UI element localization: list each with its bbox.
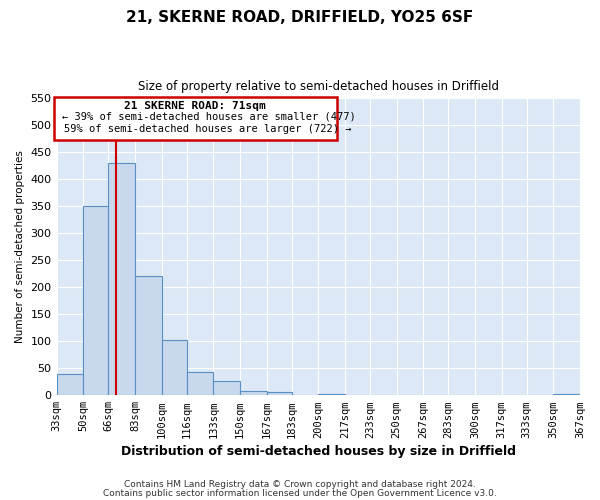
- Text: Contains HM Land Registry data © Crown copyright and database right 2024.: Contains HM Land Registry data © Crown c…: [124, 480, 476, 489]
- Bar: [266, 392, 292, 395]
- Bar: [213, 381, 240, 395]
- Text: 21, SKERNE ROAD, DRIFFIELD, YO25 6SF: 21, SKERNE ROAD, DRIFFIELD, YO25 6SF: [127, 10, 473, 25]
- Text: Contains public sector information licensed under the Open Government Licence v3: Contains public sector information licen…: [103, 488, 497, 498]
- Bar: [135, 276, 161, 395]
- Bar: [56, 374, 83, 395]
- Bar: [553, 394, 580, 395]
- Text: ← 39% of semi-detached houses are smaller (477): ← 39% of semi-detached houses are smalle…: [62, 112, 356, 122]
- Text: 21 SKERNE ROAD: 71sqm: 21 SKERNE ROAD: 71sqm: [124, 102, 266, 112]
- Bar: [108, 163, 135, 395]
- Bar: [318, 394, 345, 395]
- FancyBboxPatch shape: [54, 97, 337, 140]
- Bar: [240, 391, 266, 395]
- Bar: [83, 206, 108, 395]
- Bar: [187, 372, 213, 395]
- Bar: [161, 340, 187, 395]
- Y-axis label: Number of semi-detached properties: Number of semi-detached properties: [15, 150, 25, 343]
- X-axis label: Distribution of semi-detached houses by size in Driffield: Distribution of semi-detached houses by …: [121, 444, 516, 458]
- Title: Size of property relative to semi-detached houses in Driffield: Size of property relative to semi-detach…: [138, 80, 499, 93]
- Text: 59% of semi-detached houses are larger (722) →: 59% of semi-detached houses are larger (…: [64, 124, 352, 134]
